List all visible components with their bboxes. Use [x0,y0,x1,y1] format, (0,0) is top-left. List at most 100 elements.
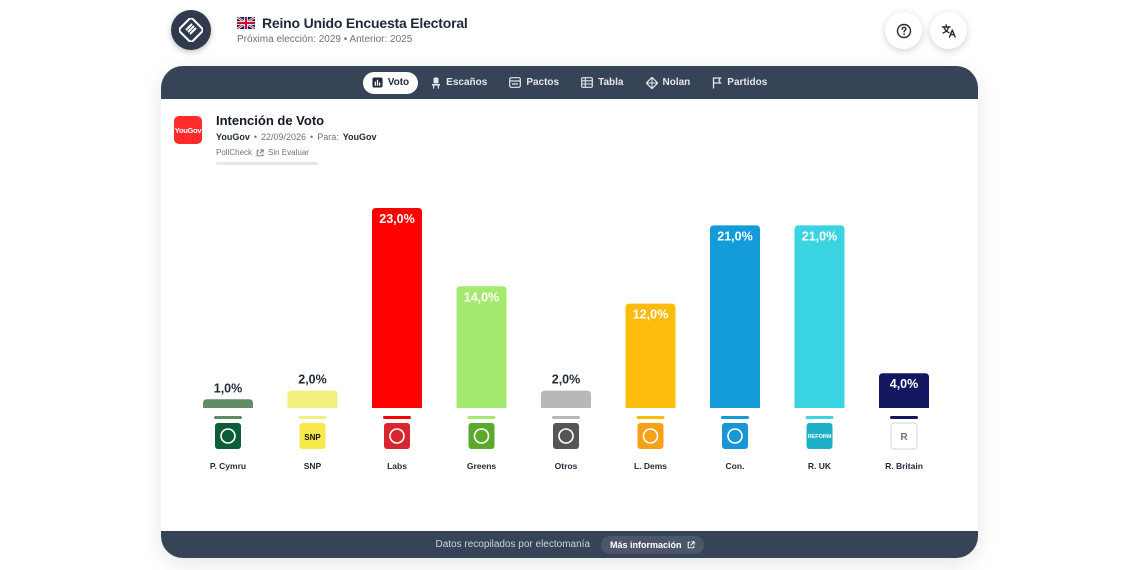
table-icon [581,77,594,88]
translate-icon [941,23,956,38]
external-link-icon [256,148,264,156]
party-logo-text: SNP [304,433,321,442]
party-color-line [890,416,918,419]
bar [879,373,929,408]
party-name-label: R. UK [808,461,832,471]
bar [203,399,253,408]
poll-card: Voto Escaños Pactos Tabla [161,66,978,558]
yougov-logo[interactable]: YouGov [174,116,202,144]
more-info-label: Más información [610,539,682,550]
bar [794,225,845,408]
bar-value-label: 2,0% [552,373,581,387]
party-logo-text: R [900,432,908,443]
tab-pactos[interactable]: Pactos [500,72,568,94]
party-color-line [298,416,327,419]
flag-icon [713,76,722,88]
footer: Datos recopilados por electomanía Más in… [161,531,978,558]
poll-title: Intención de Voto [216,113,325,128]
tab-voto[interactable]: Voto [362,71,419,94]
vote-intention-chart: 1,0% P. Cymru 2,0% SNP SNP 23,0% Labs 14,0% Gree… [203,208,929,471]
labour-rose-logo-icon [384,423,410,449]
tab-nolan[interactable]: Nolan [637,72,700,94]
snp-logo-icon [299,423,326,449]
bar-value-label: 21,0% [802,229,837,243]
tab-bar: Voto Escaños Pactos Tabla [161,66,978,99]
bar-value-label: 2,0% [298,373,327,387]
tab-label: Tabla [598,77,624,88]
help-icon [896,23,911,38]
electomania-logo-icon[interactable] [171,10,211,50]
party-name-label: Otros [555,461,578,471]
bar-group: 21,0% REFORM R. UK [794,225,845,471]
party-name-label: SNP [304,461,322,471]
party-name-label: Labs [387,461,407,471]
tab-escanos[interactable]: Escaños [422,72,496,94]
bar [541,390,591,408]
party-name-label: Greens [467,461,497,471]
party-logo-mark [220,428,236,444]
reform-arrow-logo-icon [806,423,833,449]
conservatives-tree-icon [722,423,748,449]
party-color-line [636,416,665,419]
party-logo-mark [727,428,743,444]
party-name-label: R. Britain [885,461,923,471]
tab-partidos[interactable]: Partidos [703,72,776,94]
page-subtitle: Próxima elección: 2029 • Anterior: 2025 [237,34,413,45]
party-logo-mark [473,428,490,444]
bar [710,225,760,408]
external-link-icon [687,540,695,548]
bar-group: 14,0% Greens [456,286,507,471]
poll-date: 22/09/2026 [261,132,307,142]
pollcheck-label: PollCheck [216,148,253,157]
bar [372,208,422,408]
translate-button[interactable] [930,12,967,49]
lib-dems-bird-icon [637,423,664,449]
tab-tabla[interactable]: Tabla [572,72,632,94]
pollster-link[interactable]: YouGov [216,132,250,142]
party-color-line [467,416,496,419]
para-value[interactable]: YouGov [342,132,377,142]
bar-group: 12,0% L. Dems [625,303,676,471]
bar-group: 4,0% R R. Britain [879,373,929,471]
bar-group: 2,0% SNP SNP [287,373,338,471]
page-title: Reino Unido Encuesta Electoral [262,15,468,31]
party-color-line [805,416,834,419]
tab-label: Nolan [662,77,691,88]
party-logo-mark [389,428,405,444]
party-logo-text: REFORM [808,434,832,440]
bar [625,303,676,408]
pollcheck-progress-track [216,162,318,165]
party-logo-mark [642,428,659,444]
bar-group: 2,0% Otros [541,373,591,471]
separator-dot: • [310,132,314,142]
more-info-button[interactable]: Más información [601,535,704,554]
header-title-row: Reino Unido Encuesta Electoral [237,15,468,31]
bar-group: 1,0% P. Cymru [203,381,253,471]
otros-dots-icon [553,423,579,449]
uk-flag-icon [237,17,255,29]
tab-label: Escaños [446,77,488,88]
pollcheck-status: Sin Evaluar [268,148,309,157]
party-name-label: P. Cymru [210,461,246,471]
para-label: Para: [317,132,339,142]
bar-value-label: 23,0% [379,212,414,226]
tab-label: Voto [387,77,410,88]
pacts-icon [509,77,522,88]
tab-label: Pactos [526,77,560,88]
footer-text: Datos recopilados por electomanía [435,539,590,550]
bar [456,286,507,408]
help-button[interactable] [885,12,922,49]
party-logo-mark [558,428,574,444]
separator-dot: • [253,132,257,142]
bar-group: 21,0% Con. [710,225,760,471]
party-name-label: L. Dems [634,461,667,471]
party-color-line [721,416,749,419]
party-color-line [214,416,242,419]
pollcheck[interactable]: PollCheck Sin Evaluar [216,148,309,157]
tab-label: Partidos [727,77,768,88]
bar-value-label: 12,0% [633,308,668,322]
bar-value-label: 14,0% [464,290,499,304]
party-color-line [383,416,411,419]
bar-value-label: 1,0% [214,381,243,395]
